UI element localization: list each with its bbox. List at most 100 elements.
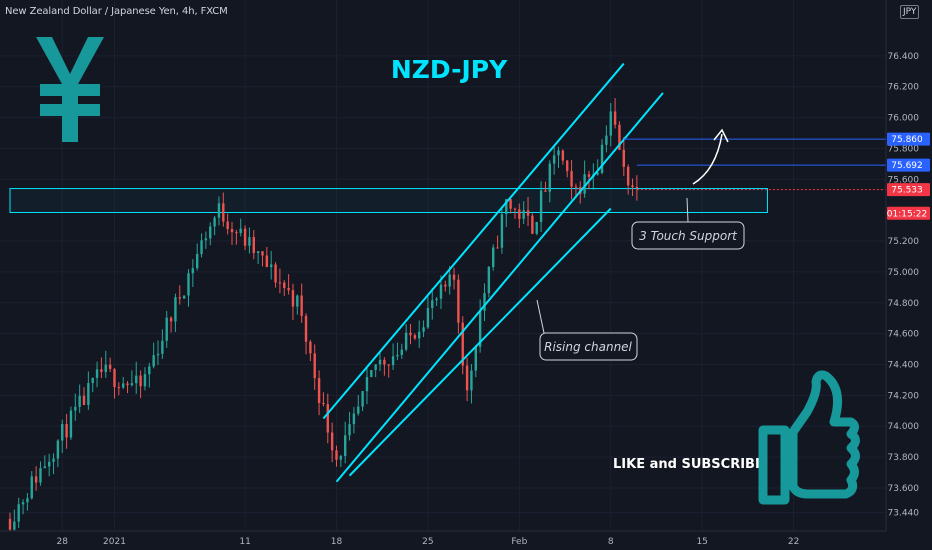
candle	[243, 228, 247, 246]
candle	[357, 406, 360, 414]
y-tick-label: 73.800	[888, 453, 920, 463]
candle	[609, 111, 612, 136]
channel-lower-line	[335, 92, 664, 483]
rising-channel	[322, 62, 664, 483]
candle	[226, 221, 229, 230]
candle	[513, 208, 517, 210]
candle	[535, 221, 538, 234]
x-tick-label: 22	[788, 537, 799, 547]
candle	[583, 174, 586, 194]
candle	[195, 254, 199, 269]
candle	[126, 383, 129, 386]
yen-sign-icon	[36, 37, 104, 142]
candle	[457, 279, 460, 323]
candle	[8, 518, 12, 530]
price-tag	[887, 132, 930, 146]
candle	[335, 450, 338, 460]
candle	[274, 264, 277, 283]
candle	[143, 374, 147, 387]
candle	[87, 383, 90, 405]
channel-inner-line	[348, 207, 612, 477]
candle	[252, 237, 255, 254]
candle	[348, 424, 351, 436]
candle	[222, 203, 225, 222]
candle	[444, 284, 447, 287]
candle	[461, 322, 464, 366]
candle	[161, 340, 164, 354]
candle	[365, 377, 369, 392]
candle	[448, 274, 451, 287]
candle	[100, 369, 103, 373]
candle	[47, 461, 51, 467]
channel-upper-line	[322, 62, 625, 420]
channel-label: Rising channel	[544, 340, 632, 354]
candle	[169, 317, 173, 322]
candle	[400, 349, 403, 355]
currency-badge[interactable]: JPY	[900, 5, 920, 19]
support-zone-box	[9, 188, 768, 213]
candle	[69, 410, 73, 438]
y-tick-label: 75.800	[888, 144, 920, 154]
price-tag	[887, 158, 930, 172]
candle	[78, 395, 81, 407]
candle	[235, 232, 238, 234]
price-lines	[623, 138, 886, 191]
y-tick-label: 76.200	[888, 83, 920, 93]
candle	[13, 521, 16, 530]
candle	[518, 209, 521, 219]
candle	[431, 300, 434, 309]
y-tick-label: 74.600	[888, 330, 920, 340]
candle	[56, 440, 60, 459]
candle	[452, 274, 456, 280]
candle	[635, 187, 639, 189]
candle	[230, 229, 234, 233]
candle	[465, 365, 469, 391]
candle	[204, 238, 208, 241]
candle	[104, 364, 107, 373]
x-tick-label: 18	[331, 537, 343, 547]
candle	[269, 264, 273, 268]
candle	[130, 383, 134, 386]
candle	[191, 268, 195, 274]
candle	[539, 190, 543, 222]
candle	[248, 237, 251, 246]
candle	[178, 297, 181, 299]
candle	[478, 310, 482, 347]
candle	[156, 353, 160, 356]
candle	[605, 135, 608, 145]
candle	[21, 502, 25, 505]
candle	[474, 346, 477, 371]
candle	[557, 150, 560, 156]
candle	[209, 226, 212, 239]
candle	[43, 466, 47, 469]
candle	[326, 404, 329, 433]
candle	[330, 432, 334, 451]
candle	[239, 228, 242, 234]
support-zone	[9, 188, 768, 213]
candle	[39, 468, 42, 483]
curved-arrow-icon	[692, 128, 729, 185]
candle	[496, 247, 499, 249]
candle	[300, 295, 303, 316]
candle	[283, 282, 286, 288]
x-tick-label: 8	[608, 537, 614, 547]
candle	[304, 315, 308, 342]
candle	[296, 295, 299, 307]
candle	[574, 186, 578, 188]
price-axis	[886, 0, 932, 550]
candle	[95, 369, 99, 378]
candle	[387, 364, 390, 366]
candle	[587, 174, 591, 177]
candle	[509, 199, 512, 209]
candle	[113, 368, 116, 388]
y-tick-label: 76.000	[888, 114, 920, 124]
candle	[500, 214, 504, 248]
candle	[413, 335, 417, 339]
y-tick-label: 76.400	[888, 52, 920, 62]
support-callout: 3 Touch Support	[631, 197, 745, 250]
y-tick-label: 73.440	[888, 509, 920, 519]
candle	[343, 435, 347, 456]
candle	[165, 317, 168, 341]
